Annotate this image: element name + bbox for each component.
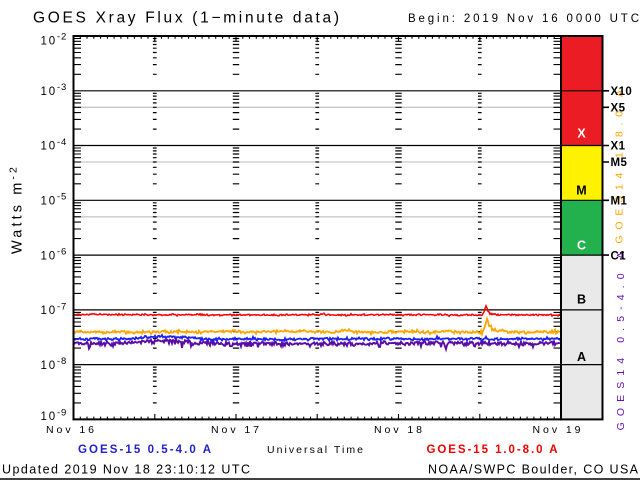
svg-text:B: B	[577, 293, 586, 307]
svg-text:10: 10	[41, 305, 57, 317]
svg-text:Nov 18: Nov 18	[374, 424, 422, 436]
svg-text:10: 10	[41, 360, 57, 372]
svg-text:M5: M5	[611, 157, 628, 169]
svg-text:GOES14 1-8.0 A: GOES14 1-8.0 A	[614, 84, 626, 243]
svg-text:Nov 19: Nov 19	[533, 424, 581, 436]
svg-text:Nov 17: Nov 17	[211, 424, 259, 436]
svg-text:M1: M1	[611, 196, 628, 208]
svg-text:10: 10	[41, 250, 57, 262]
svg-text:X10: X10	[611, 86, 633, 98]
svg-text:GOES14 0.5-4.0 A: GOES14 0.5-4.0 A	[615, 246, 627, 431]
svg-text:-8: -8	[57, 356, 67, 367]
svg-text:C: C	[577, 238, 586, 252]
svg-text:10: 10	[41, 196, 57, 208]
svg-text:-9: -9	[57, 407, 67, 418]
svg-text:X5: X5	[611, 103, 626, 115]
svg-text:Nov 16: Nov 16	[46, 424, 94, 436]
svg-text:Watts m-2: Watts m-2	[7, 164, 25, 254]
svg-text:M: M	[576, 184, 586, 198]
svg-text:X1: X1	[611, 141, 626, 153]
svg-text:-5: -5	[57, 192, 67, 203]
svg-text:10: 10	[41, 411, 57, 423]
svg-text:-2: -2	[57, 32, 67, 43]
svg-text:X: X	[577, 127, 586, 141]
svg-text:10: 10	[41, 86, 57, 98]
svg-text:10: 10	[41, 35, 57, 47]
svg-text:-4: -4	[57, 137, 67, 148]
svg-text:GOES Xray Flux (1−minute data): GOES Xray Flux (1−minute data)	[33, 9, 339, 26]
svg-text:A: A	[577, 350, 586, 364]
svg-text:Begin: 2019 Nov 16 0000 UTC: Begin: 2019 Nov 16 0000 UTC	[408, 13, 639, 25]
svg-text:GOES-15 1.0-8.0 A: GOES-15 1.0-8.0 A	[427, 444, 558, 456]
svg-text:10: 10	[41, 141, 57, 153]
svg-text:NOAA/SWPC Boulder, CO USA: NOAA/SWPC Boulder, CO USA	[428, 463, 639, 477]
svg-text:GOES-15 0.5-4.0 A: GOES-15 0.5-4.0 A	[78, 444, 211, 456]
svg-text:C1: C1	[611, 250, 627, 262]
svg-text:-6: -6	[57, 247, 67, 258]
svg-text:Updated 2019 Nov 18 23:10:12 U: Updated 2019 Nov 18 23:10:12 UTC	[2, 463, 250, 477]
svg-text:-3: -3	[57, 82, 67, 93]
svg-text:-7: -7	[57, 301, 67, 312]
